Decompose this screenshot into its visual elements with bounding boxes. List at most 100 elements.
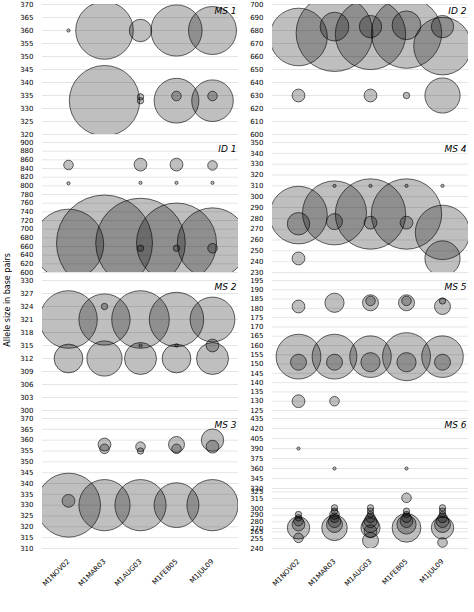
svg-text:365: 365	[20, 426, 33, 434]
svg-text:155: 155	[250, 351, 263, 359]
svg-text:320: 320	[250, 171, 263, 179]
svg-text:600: 600	[20, 269, 33, 276]
svg-text:360: 360	[20, 436, 33, 444]
svg-text:MS 2: MS 2	[214, 282, 236, 292]
svg-text:M1FEB05: M1FEB05	[381, 558, 410, 587]
svg-text:325: 325	[20, 512, 33, 520]
svg-text:330: 330	[250, 485, 263, 493]
svg-text:610: 610	[250, 118, 263, 126]
svg-text:M1NOV02: M1NOV02	[41, 558, 71, 588]
svg-text:350: 350	[20, 53, 33, 61]
svg-text:MS 3: MS 3	[214, 420, 236, 430]
svg-text:ID 1: ID 1	[218, 144, 236, 154]
svg-text:170: 170	[250, 323, 263, 331]
svg-text:MS 4: MS 4	[444, 144, 466, 154]
svg-text:640: 640	[250, 79, 263, 87]
svg-text:270: 270	[250, 225, 263, 233]
svg-text:660: 660	[250, 53, 263, 61]
svg-text:M1AUG03: M1AUG03	[343, 558, 373, 588]
svg-text:MS 6: MS 6	[444, 420, 466, 430]
svg-text:880: 880	[20, 147, 33, 155]
svg-text:315: 315	[20, 534, 33, 542]
svg-text:327: 327	[20, 290, 33, 298]
svg-text:690: 690	[250, 14, 263, 22]
svg-text:760: 760	[20, 199, 33, 207]
svg-text:650: 650	[250, 66, 263, 74]
svg-text:140: 140	[250, 379, 263, 387]
svg-text:195: 195	[250, 277, 263, 285]
svg-text:330: 330	[20, 277, 33, 285]
svg-text:680: 680	[20, 234, 33, 242]
svg-text:700: 700	[20, 225, 33, 233]
svg-text:345: 345	[20, 469, 33, 477]
svg-text:M1FEB05: M1FEB05	[151, 558, 180, 587]
svg-text:290: 290	[250, 204, 263, 212]
svg-text:260: 260	[250, 236, 263, 244]
svg-text:820: 820	[20, 173, 33, 181]
svg-text:330: 330	[20, 105, 33, 113]
svg-text:309: 309	[20, 368, 33, 376]
svg-text:325: 325	[20, 118, 33, 126]
svg-text:740: 740	[20, 208, 33, 216]
svg-text:M1MAR03: M1MAR03	[77, 558, 107, 588]
svg-text:335: 335	[20, 491, 33, 499]
svg-text:165: 165	[250, 332, 263, 340]
svg-text:700: 700	[250, 1, 263, 9]
svg-text:405: 405	[250, 435, 263, 443]
svg-text:800: 800	[20, 182, 33, 190]
svg-text:330: 330	[20, 501, 33, 509]
svg-text:MS 5: MS 5	[444, 282, 466, 292]
svg-text:300: 300	[250, 193, 263, 201]
svg-text:900: 900	[20, 139, 33, 147]
svg-text:620: 620	[250, 105, 263, 113]
svg-text:720: 720	[20, 217, 33, 225]
svg-text:355: 355	[20, 40, 33, 48]
svg-text:M1NOV02: M1NOV02	[271, 558, 301, 588]
svg-text:660: 660	[20, 243, 33, 251]
svg-text:160: 160	[250, 342, 263, 350]
svg-text:175: 175	[250, 314, 263, 322]
svg-text:600: 600	[250, 131, 263, 138]
svg-text:780: 780	[20, 191, 33, 199]
svg-text:370: 370	[20, 415, 33, 423]
svg-text:240: 240	[250, 545, 263, 553]
svg-text:390: 390	[250, 445, 263, 453]
svg-text:300: 300	[20, 407, 33, 414]
svg-text:630: 630	[250, 92, 263, 100]
svg-text:MS 1: MS 1	[214, 6, 236, 16]
svg-text:340: 340	[20, 480, 33, 488]
svg-text:180: 180	[250, 305, 263, 313]
svg-text:190: 190	[250, 286, 263, 294]
svg-text:420: 420	[250, 425, 263, 433]
svg-text:230: 230	[250, 269, 263, 276]
svg-text:680: 680	[250, 27, 263, 35]
svg-text:435: 435	[250, 415, 263, 423]
svg-text:320: 320	[20, 523, 33, 531]
svg-text:312: 312	[20, 355, 33, 363]
svg-text:ID 2: ID 2	[448, 6, 466, 16]
svg-text:640: 640	[20, 251, 33, 259]
svg-text:620: 620	[20, 260, 33, 268]
svg-text:330: 330	[250, 160, 263, 168]
svg-text:340: 340	[20, 79, 33, 87]
svg-text:M1JUL09: M1JUL09	[188, 558, 215, 585]
svg-text:360: 360	[250, 465, 263, 473]
svg-text:310: 310	[250, 182, 263, 190]
svg-text:365: 365	[20, 14, 33, 22]
svg-text:860: 860	[20, 156, 33, 164]
svg-text:145: 145	[250, 370, 263, 378]
svg-text:670: 670	[250, 40, 263, 48]
svg-text:250: 250	[250, 247, 263, 255]
svg-text:340: 340	[250, 150, 263, 158]
svg-text:360: 360	[20, 27, 33, 35]
svg-text:350: 350	[20, 458, 33, 466]
svg-text:320: 320	[20, 131, 33, 138]
svg-text:324: 324	[20, 303, 34, 311]
svg-text:355: 355	[20, 447, 33, 455]
svg-text:130: 130	[250, 397, 263, 405]
svg-text:240: 240	[250, 258, 263, 266]
svg-text:280: 280	[250, 215, 263, 223]
svg-text:310: 310	[20, 545, 33, 553]
svg-text:303: 303	[20, 394, 33, 402]
svg-text:345: 345	[20, 66, 33, 74]
